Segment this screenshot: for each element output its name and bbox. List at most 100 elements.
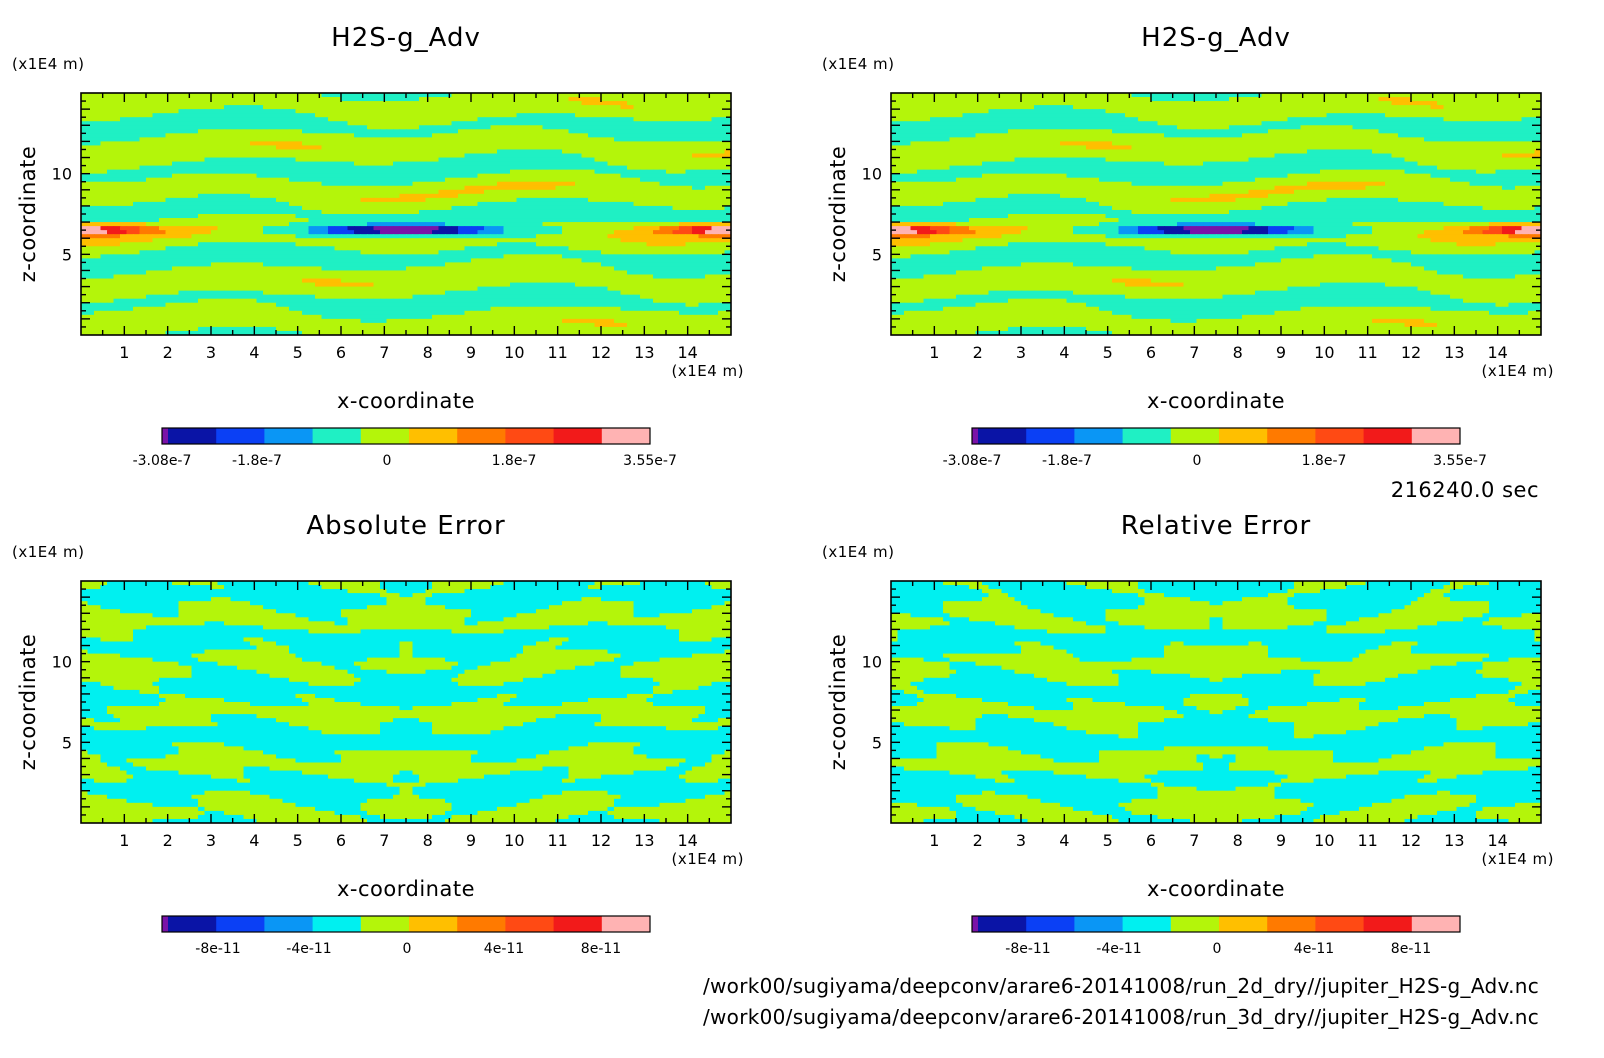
colorbar-swatch	[216, 428, 265, 444]
x-axis-unit: (x1E4 m)	[1481, 850, 1554, 868]
colorbar-swatch	[1364, 428, 1413, 444]
x-tick-label: 5	[1103, 343, 1113, 362]
y-axis-label: z-coordinate	[826, 634, 850, 771]
colorbar-swatch	[602, 428, 651, 444]
colorbar-swatch	[972, 916, 978, 932]
colorbar-label: -4e-11	[286, 941, 331, 957]
colorbar-label: 0	[383, 453, 392, 469]
colorbar-swatch	[216, 916, 265, 932]
x-tick-label: 2	[973, 343, 983, 362]
x-tick-label: 6	[336, 343, 346, 362]
colorbar-swatch	[313, 916, 362, 932]
colorbar-swatch	[1074, 916, 1123, 932]
x-tick-label: 6	[336, 831, 346, 850]
x-tick-label: 3	[206, 831, 216, 850]
x-tick-label: 1	[119, 831, 129, 850]
colorbar-swatch	[264, 428, 313, 444]
x-tick-label: 10	[1314, 343, 1334, 362]
x-tick-label: 4	[1059, 343, 1069, 362]
colorbar-swatch	[1123, 916, 1172, 932]
colorbar-label: 1.8e-7	[1302, 453, 1347, 469]
colorbar-label: 3.55e-7	[623, 453, 677, 469]
y-axis-unit: (x1E4 m)	[12, 55, 85, 73]
colorbar-swatch	[978, 916, 1027, 932]
y-axis-label: z-coordinate	[826, 146, 850, 283]
colorbar-swatch	[1074, 428, 1123, 444]
colorbar-swatch	[602, 916, 651, 932]
colorbar-label: 8e-11	[1391, 941, 1431, 957]
x-tick-label: 14	[677, 831, 697, 850]
y-tick-label: 10	[862, 165, 882, 184]
y-tick-label: 10	[862, 653, 882, 672]
colorbar-swatch	[1026, 916, 1075, 932]
x-tick-label: 11	[1357, 831, 1377, 850]
colorbar-label: 4e-11	[1294, 941, 1334, 957]
x-tick-label: 12	[1401, 343, 1421, 362]
colorbar-swatch	[1315, 916, 1364, 932]
x-tick-label: 14	[1487, 343, 1507, 362]
colorbar-label: 4e-11	[484, 941, 524, 957]
colorbar-swatch	[1171, 916, 1220, 932]
chart-title: H2S-g_Adv	[1141, 23, 1291, 53]
x-tick-label: 4	[249, 831, 259, 850]
colorbar-swatch	[168, 428, 217, 444]
colorbar-label: 0	[403, 941, 412, 957]
colorbar-label: 8e-11	[581, 941, 621, 957]
colorbar-swatch	[409, 428, 458, 444]
y-tick-label: 5	[62, 733, 72, 752]
x-tick-label: 7	[1189, 831, 1199, 850]
colorbar-label: -8e-11	[195, 941, 240, 957]
y-tick-label: 10	[52, 165, 72, 184]
x-tick-label: 9	[466, 343, 476, 362]
colorbar-swatch	[1412, 428, 1461, 444]
colorbar-swatch	[554, 916, 603, 932]
y-tick-label: 5	[872, 733, 882, 752]
colorbar-label: -3.08e-7	[133, 453, 192, 469]
colorbar-label: 0	[1213, 941, 1222, 957]
y-axis-unit: (x1E4 m)	[822, 55, 895, 73]
x-tick-label: 5	[293, 831, 303, 850]
colorbar-swatch	[457, 916, 506, 932]
colorbar-label: -4e-11	[1096, 941, 1141, 957]
colorbar-swatch	[264, 916, 313, 932]
x-tick-label: 4	[249, 343, 259, 362]
colorbar-label: -3.08e-7	[943, 453, 1002, 469]
time-stamp: 216240.0 sec	[1391, 478, 1539, 502]
x-tick-label: 7	[379, 831, 389, 850]
x-axis-label: x-coordinate	[337, 389, 475, 413]
x-tick-label: 3	[206, 343, 216, 362]
x-tick-label: 1	[119, 343, 129, 362]
x-tick-label: 8	[1233, 343, 1243, 362]
x-tick-label: 6	[1146, 831, 1156, 850]
colorbar-swatch	[162, 428, 168, 444]
x-tick-label: 13	[1444, 831, 1464, 850]
x-tick-label: 9	[466, 831, 476, 850]
x-axis-label: x-coordinate	[1147, 877, 1285, 901]
colorbar-swatch	[972, 428, 978, 444]
colorbar-swatch	[409, 916, 458, 932]
y-tick-label: 5	[62, 245, 72, 264]
colorbar-label: -1.8e-7	[232, 453, 282, 469]
x-axis-unit: (x1E4 m)	[671, 850, 744, 868]
colorbar: -8e-11 -4e-11 0 4e-11 8e-11	[162, 916, 650, 957]
colorbar-swatch	[1412, 916, 1461, 932]
x-tick-label: 14	[1487, 831, 1507, 850]
x-tick-label: 11	[1357, 343, 1377, 362]
x-tick-label: 8	[1233, 831, 1243, 850]
y-axis-label: z-coordinate	[16, 146, 40, 283]
x-axis-unit: (x1E4 m)	[671, 362, 744, 380]
y-tick-label: 5	[872, 245, 882, 264]
source-file-path: /work00/sugiyama/deepconv/arare6-2014100…	[703, 1005, 1539, 1029]
x-tick-label: 1	[929, 831, 939, 850]
heatmap-field	[891, 93, 1542, 336]
heatmap-field	[81, 93, 732, 336]
x-tick-label: 10	[1314, 831, 1334, 850]
x-tick-label: 8	[423, 831, 433, 850]
colorbar-label: 3.55e-7	[1433, 453, 1487, 469]
x-tick-label: 2	[163, 343, 173, 362]
colorbar-swatch	[457, 428, 506, 444]
